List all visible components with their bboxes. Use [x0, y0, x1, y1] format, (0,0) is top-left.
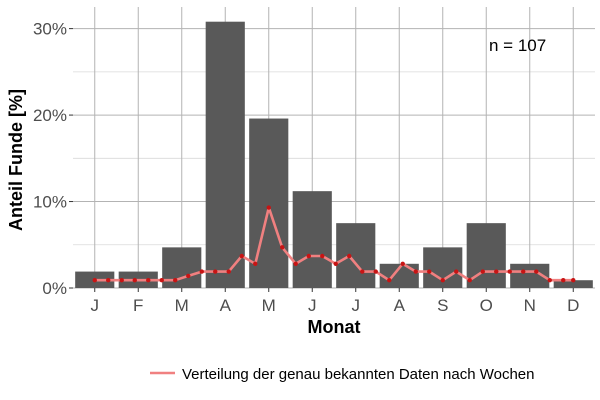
series-point [561, 278, 566, 283]
series-point [373, 269, 378, 274]
series-point [547, 278, 552, 283]
x-axis-title: Monat [308, 317, 361, 337]
x-tick-label: M [262, 296, 276, 315]
series-point [440, 278, 445, 283]
series-point [427, 269, 432, 274]
series-point [132, 278, 137, 283]
y-axis-title: Anteil Funde [%] [6, 89, 26, 231]
legend: Verteilung der genau bekannten Daten nac… [150, 366, 535, 383]
x-tick-label: F [133, 296, 143, 315]
series-point [280, 245, 285, 250]
series-point [239, 253, 244, 259]
weekly-distribution-line [92, 205, 576, 283]
x-tick-label: J [91, 296, 100, 315]
sample-size-annotation: n = 107 [489, 36, 546, 55]
series-point [293, 261, 298, 266]
y-tick-label: 10% [33, 193, 67, 212]
x-tick-label: A [394, 296, 406, 315]
series-point [413, 269, 418, 274]
series-point [92, 278, 97, 283]
series-point [159, 278, 164, 283]
series-point [106, 278, 111, 283]
series-point [507, 269, 512, 274]
series-point [253, 261, 258, 266]
series-point [226, 269, 231, 274]
series-point [534, 269, 539, 274]
bars [75, 21, 593, 289]
series-point [480, 269, 485, 274]
y-axis-ticks: 0% 10% 20% 30% [33, 20, 73, 298]
x-tick-label: D [567, 296, 579, 315]
bar-4 [205, 21, 245, 289]
x-tick-label: N [524, 296, 536, 315]
series-point [333, 261, 338, 266]
x-tick-label: A [220, 296, 232, 315]
bar-12 [553, 280, 593, 288]
bar-3 [162, 247, 202, 288]
series-point [454, 269, 459, 274]
x-tick-label: O [480, 296, 493, 315]
series-point [186, 273, 191, 279]
series-point [360, 269, 365, 274]
x-tick-label: J [352, 296, 361, 315]
bar-7 [336, 223, 376, 288]
series-point [400, 261, 405, 266]
bar-6 [292, 191, 332, 288]
series-point [347, 253, 352, 259]
y-tick-label: 0% [42, 279, 67, 298]
series-point [387, 278, 392, 283]
series-point [119, 278, 124, 283]
y-tick-label: 30% [33, 20, 67, 39]
series-point [320, 253, 325, 259]
y-tick-label: 20% [33, 106, 67, 125]
series-point [146, 278, 151, 283]
series-point [494, 269, 499, 274]
series-point [213, 269, 218, 274]
series-point [199, 269, 204, 274]
series-point [521, 269, 526, 274]
series-point [173, 278, 178, 283]
x-tick-label: J [308, 296, 317, 315]
series-point [306, 253, 311, 259]
legend-label: Verteilung der genau bekannten Daten nac… [182, 366, 535, 383]
x-tick-label: S [437, 296, 448, 315]
series-point [571, 278, 576, 283]
series-point [266, 205, 271, 210]
series-point [467, 278, 472, 283]
x-tick-label: M [175, 296, 189, 315]
